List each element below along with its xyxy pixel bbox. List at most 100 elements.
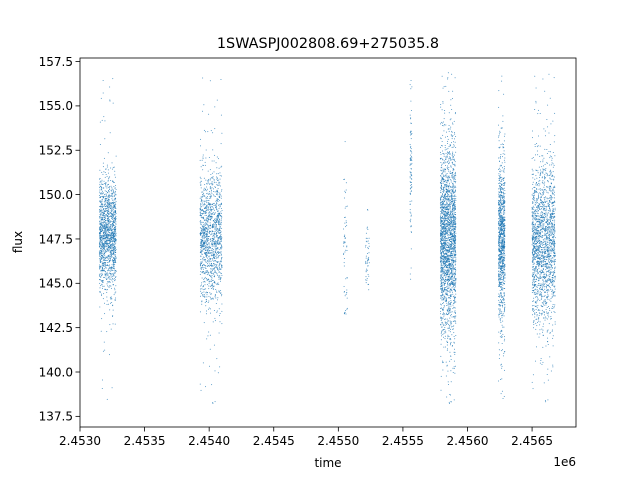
- data-point: [199, 159, 201, 161]
- data-point: [107, 303, 109, 305]
- data-point: [202, 110, 204, 112]
- data-point: [449, 315, 451, 317]
- data-point: [210, 260, 212, 262]
- data-point: [213, 344, 215, 346]
- data-point: [219, 232, 221, 234]
- data-point: [451, 146, 453, 148]
- data-point: [454, 194, 456, 196]
- data-point: [452, 205, 454, 207]
- data-point: [107, 268, 109, 270]
- data-point: [439, 182, 441, 184]
- data-point: [103, 265, 105, 267]
- data-point: [410, 218, 412, 220]
- data-point: [411, 162, 413, 164]
- data-point: [448, 237, 450, 239]
- data-point: [443, 238, 445, 240]
- data-point: [105, 215, 107, 217]
- data-point: [219, 175, 221, 177]
- data-point: [346, 205, 348, 207]
- data-point: [444, 318, 446, 320]
- data-point: [441, 202, 443, 204]
- data-point: [113, 258, 115, 260]
- data-point: [215, 234, 217, 236]
- data-point: [453, 234, 455, 236]
- data-point: [204, 195, 206, 197]
- data-point: [103, 116, 105, 118]
- data-point: [107, 273, 109, 275]
- data-point: [108, 250, 110, 252]
- data-point: [115, 233, 117, 235]
- data-point: [452, 268, 454, 270]
- data-point: [109, 255, 111, 257]
- data-point: [440, 303, 442, 305]
- data-point: [453, 191, 455, 193]
- data-point: [448, 336, 450, 338]
- data-point: [199, 182, 201, 184]
- data-point: [206, 242, 208, 244]
- data-point: [454, 320, 456, 322]
- data-point: [108, 257, 110, 259]
- data-point: [214, 263, 216, 265]
- data-point: [203, 278, 205, 280]
- data-point: [441, 323, 443, 325]
- data-point: [106, 303, 108, 305]
- data-point: [103, 341, 105, 343]
- data-point: [217, 192, 219, 194]
- data-point: [205, 213, 207, 215]
- data-point: [454, 227, 456, 229]
- data-point: [445, 361, 447, 363]
- data-point: [409, 177, 411, 179]
- data-point: [446, 185, 448, 187]
- data-point: [215, 258, 217, 260]
- data-point: [107, 234, 109, 236]
- data-point: [410, 172, 412, 174]
- data-point: [105, 181, 107, 183]
- data-point: [217, 237, 219, 239]
- data-point: [100, 253, 102, 255]
- data-point: [206, 202, 208, 204]
- data-point: [212, 401, 214, 403]
- data-point: [443, 263, 445, 265]
- data-point: [220, 292, 222, 294]
- data-point: [101, 268, 103, 270]
- data-point: [210, 215, 212, 217]
- data-point: [114, 210, 116, 212]
- data-point: [207, 228, 209, 230]
- data-point: [102, 259, 104, 261]
- data-point: [108, 203, 110, 205]
- data-point: [452, 146, 454, 148]
- data-point: [217, 216, 219, 218]
- data-point: [451, 269, 453, 271]
- data-point: [216, 248, 218, 250]
- data-point: [99, 193, 101, 195]
- data-point: [102, 79, 104, 81]
- data-point: [114, 194, 116, 196]
- data-point: [441, 163, 443, 165]
- data-point: [451, 209, 453, 211]
- data-point: [207, 224, 209, 226]
- data-point: [344, 190, 346, 192]
- data-point: [206, 233, 208, 235]
- data-point: [200, 203, 202, 205]
- data-point: [453, 175, 455, 177]
- data-point: [208, 280, 210, 282]
- data-point: [207, 279, 209, 281]
- data-point: [455, 135, 457, 137]
- data-point: [442, 250, 444, 252]
- data-point: [444, 192, 446, 194]
- data-point: [220, 195, 222, 197]
- data-point: [104, 275, 106, 277]
- data-point: [105, 225, 107, 227]
- data-point: [450, 99, 452, 101]
- data-point: [100, 210, 102, 212]
- data-point: [442, 102, 444, 104]
- data-point: [204, 249, 206, 251]
- data-point: [452, 307, 454, 309]
- data-point: [200, 246, 202, 248]
- data-point: [448, 305, 450, 307]
- data-point: [113, 232, 115, 234]
- data-point: [453, 160, 455, 162]
- data-point: [214, 294, 216, 296]
- data-point: [442, 369, 444, 371]
- data-point: [367, 228, 369, 230]
